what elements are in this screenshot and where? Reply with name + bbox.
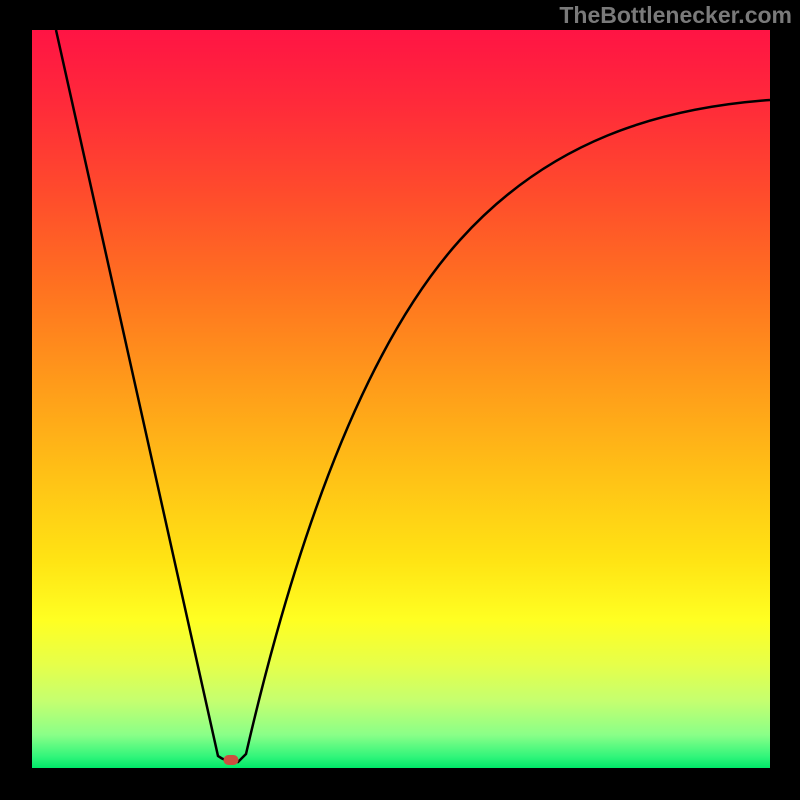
watermark-text: TheBottlenecker.com — [559, 2, 792, 29]
bottleneck-chart — [0, 0, 800, 800]
chart-container: TheBottlenecker.com — [0, 0, 800, 800]
plot-area — [32, 30, 770, 768]
valley-marker — [224, 755, 239, 765]
